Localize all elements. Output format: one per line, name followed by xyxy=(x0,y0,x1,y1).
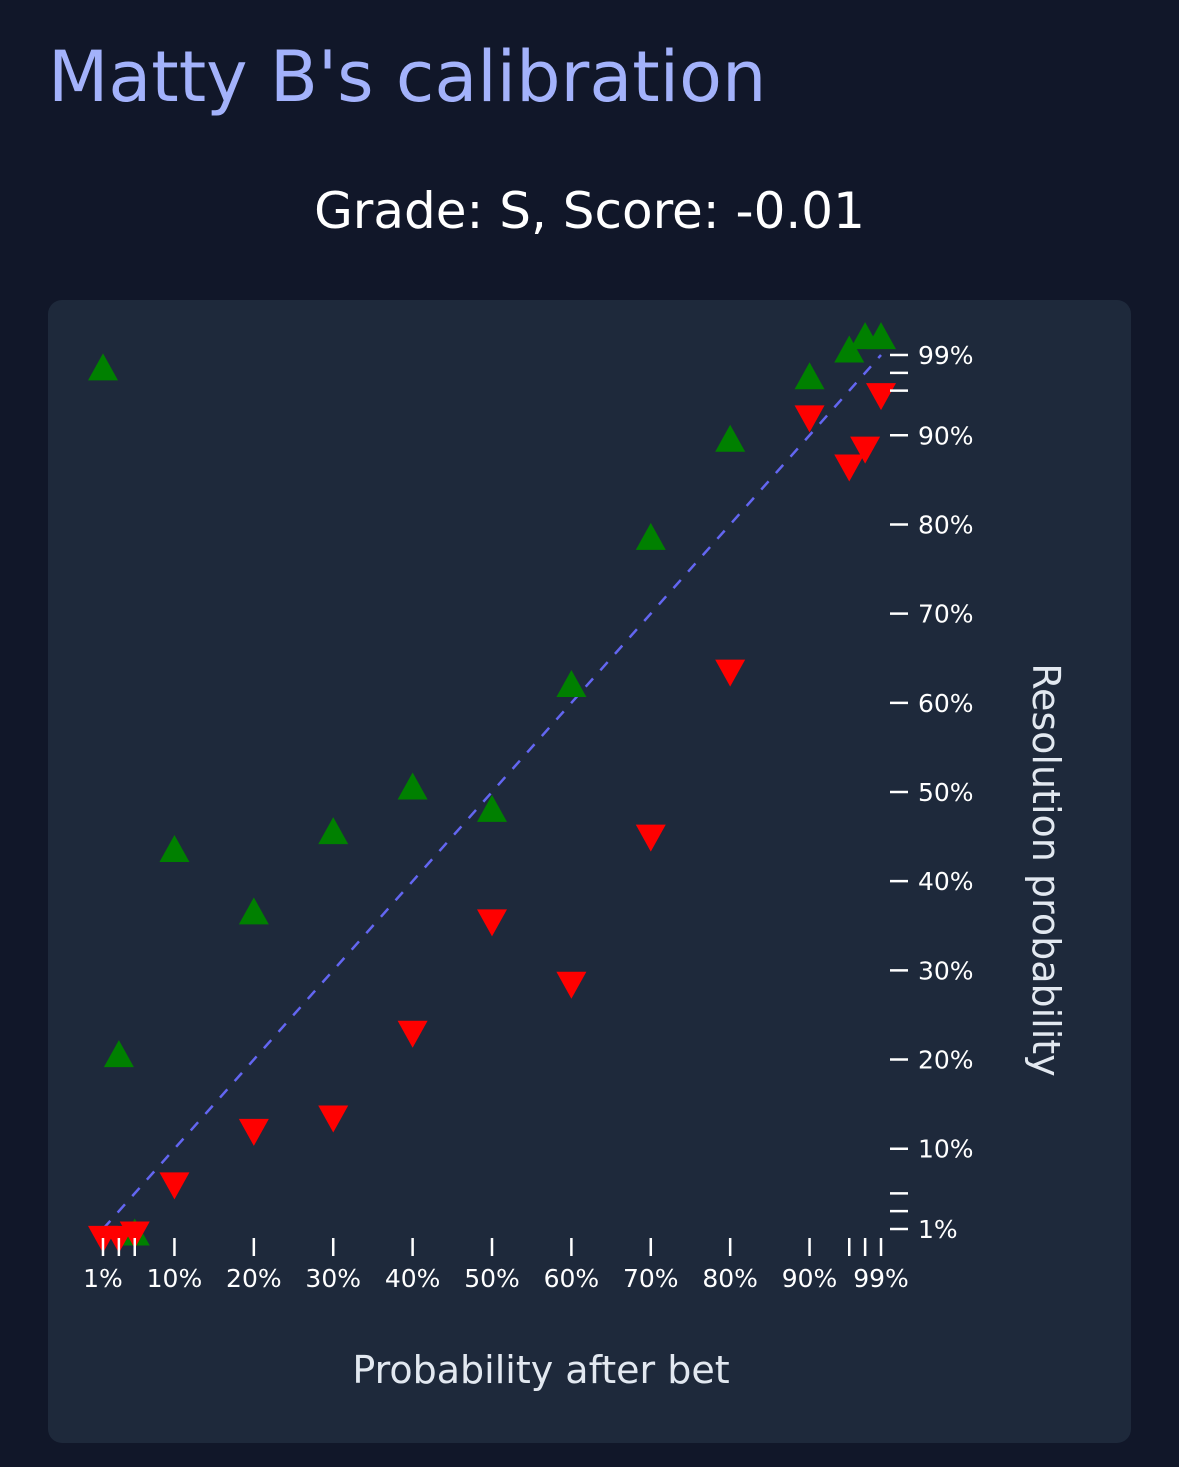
down-marker-12 xyxy=(834,454,865,482)
down-marker-7 xyxy=(477,909,507,937)
y-tick-label: 50% xyxy=(918,778,974,807)
y-tick-label: 20% xyxy=(918,1046,974,1075)
y-tick-label: 10% xyxy=(918,1135,974,1164)
up-marker-4 xyxy=(238,897,269,925)
down-marker-8 xyxy=(556,971,587,999)
diagonal-reference-line xyxy=(102,354,882,1230)
y-tick-label: 1% xyxy=(918,1215,958,1244)
down-marker-14 xyxy=(866,383,896,411)
down-marker-5 xyxy=(318,1105,349,1133)
up-marker-5 xyxy=(318,817,349,845)
up-marker-6 xyxy=(397,772,428,800)
y-tick-label: 80% xyxy=(918,510,974,539)
down-marker-2 xyxy=(119,1221,150,1249)
x-tick-label: 20% xyxy=(226,1264,282,1293)
down-marker-13 xyxy=(850,436,881,464)
up-marker-11 xyxy=(794,362,825,390)
x-tick-label: 1% xyxy=(83,1264,123,1293)
up-marker-14 xyxy=(866,322,896,350)
up-marker-1 xyxy=(103,1040,134,1068)
y-tick-label: 40% xyxy=(918,867,974,896)
y-tick-label: 60% xyxy=(918,689,974,718)
chart-card: 1% 10% 20% 30% 40% 50% 60% 70% 80% 90% 99% 1% 10% 20… xyxy=(48,300,1131,1443)
down-marker-3 xyxy=(159,1172,190,1200)
calibration-plot: 1% 10% 20% 30% 40% 50% 60% 70% 80% 90% 99% 1% 10% 20… xyxy=(83,322,1068,1392)
x-tick-label: 50% xyxy=(464,1264,520,1293)
up-marker-10 xyxy=(715,424,746,452)
up-marker-9 xyxy=(635,522,666,550)
x-tick-label: 99% xyxy=(853,1264,909,1293)
x-tick-label: 70% xyxy=(623,1264,679,1293)
x-tick-label: 10% xyxy=(147,1264,203,1293)
y-axis-label: Resolution probability xyxy=(1024,663,1068,1076)
y-tick-label: 30% xyxy=(918,956,974,985)
down-marker-6 xyxy=(397,1020,428,1048)
chart-subtitle: Grade: S, Score: -0.01 xyxy=(314,182,865,240)
down-marker-11 xyxy=(794,405,825,433)
x-tick-label: 80% xyxy=(702,1264,758,1293)
y-tick-label: 90% xyxy=(918,421,974,450)
down-marker-4 xyxy=(238,1118,269,1146)
x-tick-label: 60% xyxy=(544,1264,600,1293)
down-marker-10 xyxy=(715,659,746,687)
x-tick-label: 30% xyxy=(305,1264,361,1293)
up-marker-3 xyxy=(159,834,190,862)
up-marker-12 xyxy=(834,335,865,363)
y-tick-label: 70% xyxy=(918,600,974,629)
up-marker-8 xyxy=(556,669,587,697)
down-marker-9 xyxy=(635,824,666,852)
up-marker-0 xyxy=(88,353,118,381)
up-marker-7 xyxy=(477,794,507,822)
page-title: Matty B's calibration xyxy=(48,36,767,118)
y-tick-label: 99% xyxy=(918,341,974,370)
x-tick-label: 90% xyxy=(782,1264,838,1293)
x-axis-label: Probability after bet xyxy=(352,1348,729,1392)
x-tick-label: 40% xyxy=(385,1264,441,1293)
